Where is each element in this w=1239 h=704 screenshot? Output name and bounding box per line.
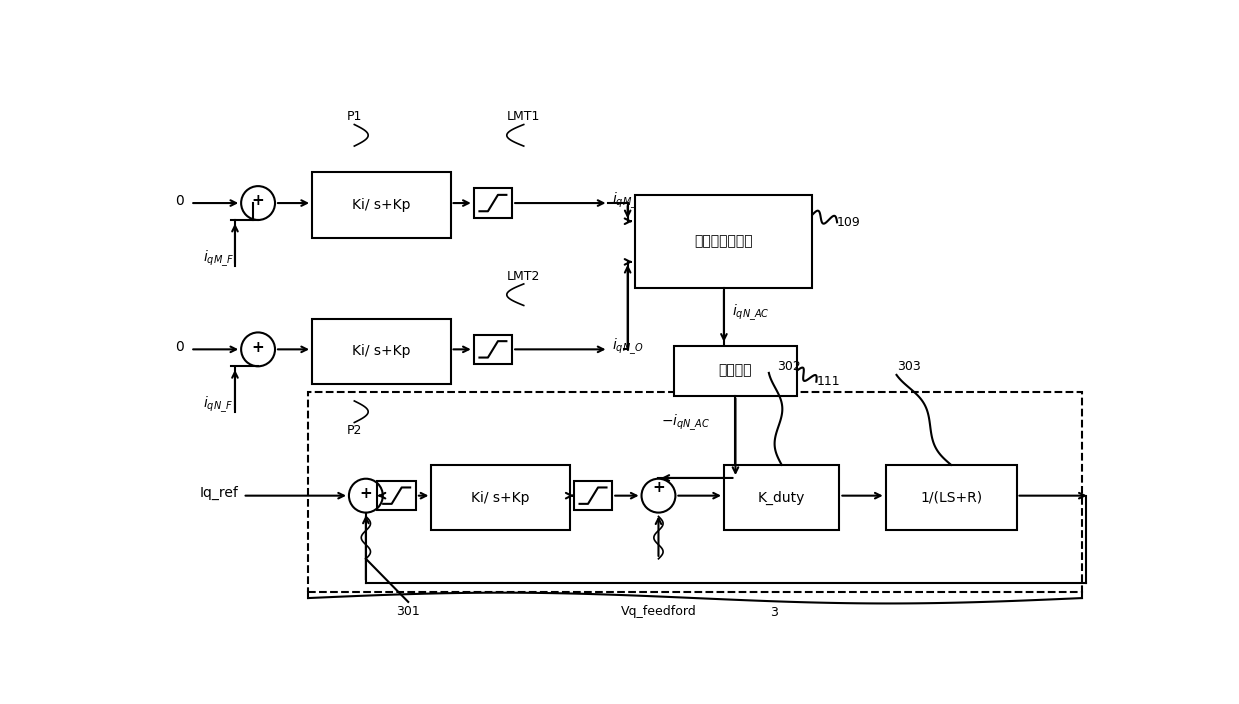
- Text: 1/(LS+R): 1/(LS+R): [921, 491, 983, 505]
- Text: LMT2: LMT2: [507, 270, 540, 283]
- Bar: [724, 465, 839, 530]
- Text: K_duty: K_duty: [758, 491, 805, 505]
- Text: Ki/ s+Kp: Ki/ s+Kp: [471, 491, 530, 505]
- Bar: [473, 334, 512, 364]
- Bar: [312, 172, 451, 238]
- Text: Ki/ s+Kp: Ki/ s+Kp: [352, 198, 410, 212]
- Bar: [636, 195, 813, 288]
- Bar: [312, 318, 451, 384]
- Bar: [431, 465, 570, 530]
- Text: $i_{qM\_F}$: $i_{qM\_F}$: [202, 249, 233, 269]
- Text: P1: P1: [347, 111, 362, 123]
- Text: P2: P2: [347, 424, 362, 436]
- Text: Iq_ref: Iq_ref: [199, 486, 239, 501]
- Text: Ki/ s+Kp: Ki/ s+Kp: [352, 344, 410, 358]
- Text: LMT1: LMT1: [507, 111, 540, 123]
- Text: 反旋转变换单元: 反旋转变换单元: [695, 234, 753, 249]
- Text: 3: 3: [769, 606, 778, 620]
- Text: 0: 0: [175, 340, 183, 354]
- Text: $i_{qN\_AC}$: $i_{qN\_AC}$: [731, 303, 769, 323]
- Text: 111: 111: [817, 375, 840, 388]
- Bar: [674, 346, 797, 396]
- Bar: [378, 481, 416, 510]
- Text: 303: 303: [897, 360, 921, 373]
- Text: Vq_feedford: Vq_feedford: [621, 605, 696, 617]
- Text: 302: 302: [778, 360, 802, 373]
- Text: +: +: [252, 339, 264, 355]
- Bar: [574, 481, 612, 510]
- Text: $i_{qN\_F}$: $i_{qN\_F}$: [203, 395, 233, 415]
- Text: 取反单元: 取反单元: [719, 363, 752, 377]
- Text: 109: 109: [838, 216, 861, 229]
- Text: $-i_{qN\_AC}$: $-i_{qN\_AC}$: [660, 413, 710, 433]
- Text: $i_{qN\_O}$: $i_{qN\_O}$: [612, 337, 644, 357]
- Text: +: +: [359, 486, 372, 501]
- Text: +: +: [252, 194, 264, 208]
- Text: $i_{qM\_O}$: $i_{qM\_O}$: [612, 191, 644, 211]
- Bar: [473, 189, 512, 218]
- Text: +: +: [652, 480, 665, 496]
- Bar: [309, 391, 1082, 592]
- Text: 0: 0: [175, 194, 183, 208]
- Bar: [886, 465, 1016, 530]
- Text: 301: 301: [396, 605, 420, 617]
